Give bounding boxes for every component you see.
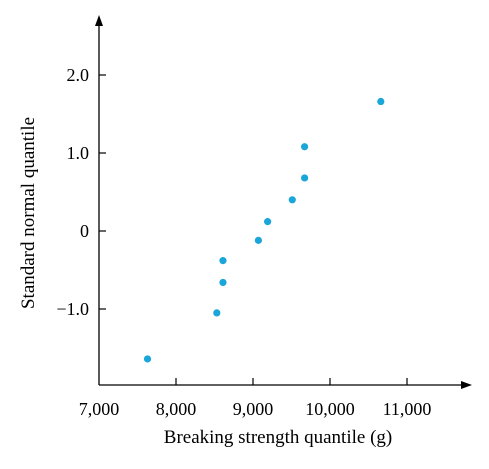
x-tick-label: 7,000 bbox=[79, 399, 120, 419]
y-axis-title: Standard normal quantile bbox=[18, 117, 39, 309]
y-tick-label: 2.0 bbox=[67, 65, 90, 85]
data-point bbox=[213, 309, 221, 317]
y-tick-label: −1.0 bbox=[56, 299, 89, 319]
y-ticks: 2.0 1.0 0 −1.0 bbox=[56, 65, 106, 319]
data-point bbox=[143, 355, 152, 363]
x-tick-label: 8,000 bbox=[156, 399, 197, 419]
x-ticks: 7,000 8,000 9,000 10,000 11,000 bbox=[79, 378, 432, 419]
data-point bbox=[300, 143, 309, 151]
axes bbox=[95, 15, 472, 389]
data-point bbox=[219, 257, 227, 265]
y-axis-arrow-icon bbox=[95, 15, 103, 26]
data-point bbox=[288, 196, 296, 204]
y-tick-label: 0 bbox=[80, 221, 89, 241]
x-axis-arrow-icon bbox=[461, 381, 472, 389]
data-point bbox=[254, 236, 262, 244]
x-tick-label: 9,000 bbox=[233, 399, 274, 419]
data-point bbox=[377, 97, 385, 106]
x-tick-label: 10,000 bbox=[305, 399, 355, 419]
x-axis-title: Breaking strength quantile (g) bbox=[164, 427, 392, 448]
y-tick-label: 1.0 bbox=[67, 143, 90, 163]
data-points bbox=[143, 97, 385, 363]
x-tick-label: 11,000 bbox=[383, 399, 432, 419]
data-point bbox=[219, 278, 227, 287]
data-point bbox=[264, 218, 272, 226]
data-point bbox=[300, 174, 309, 182]
